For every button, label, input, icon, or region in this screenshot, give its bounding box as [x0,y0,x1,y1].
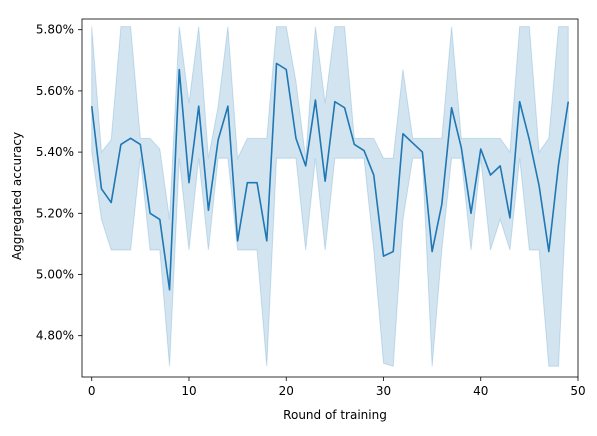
x-tick-label: 20 [279,384,294,398]
confidence-band-layer [91,26,569,367]
series-line-layer [90,62,570,291]
x-axis-ticks: 0 10 20 30 40 50 [88,377,586,398]
y-tick-label: 4.80% [36,329,74,343]
x-axis-label: Round of training [283,408,387,422]
y-axis-label: Aggregated accuracy [10,132,24,260]
plot-frame [81,18,579,378]
y-tick-label: 5.00% [36,267,74,281]
x-tick-label: 10 [181,384,196,398]
x-tick-label: 40 [473,384,488,398]
y-tick-label: 5.20% [36,206,74,220]
y-tick-label: 5.40% [36,145,74,159]
confidence-band [91,26,569,367]
x-tick-label: 50 [570,384,585,398]
y-tick-label: 5.80% [36,23,74,37]
y-tick-label: 5.60% [36,84,74,98]
series-line [90,62,570,291]
x-tick-label: 30 [376,384,391,398]
x-tick-label: 0 [88,384,96,398]
y-axis-ticks: 4.80% 5.00% 5.20% 5.40% 5.60% 5.80% [36,23,82,343]
